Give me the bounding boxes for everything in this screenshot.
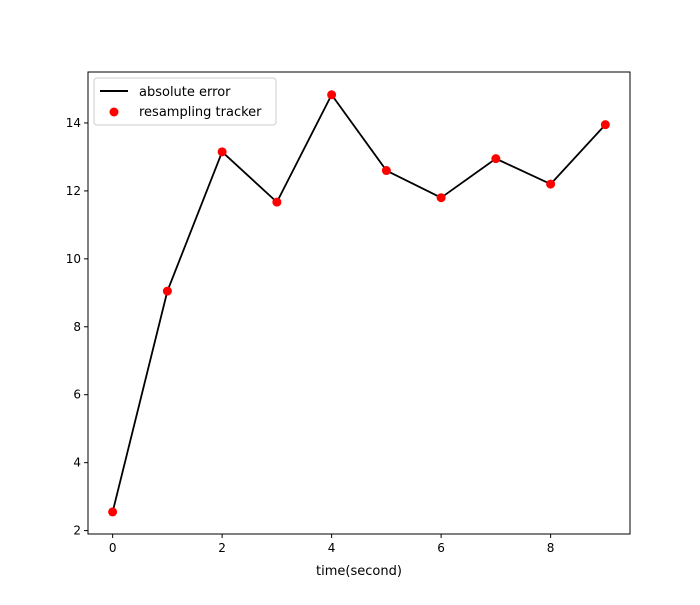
scatter-point: [436, 193, 446, 203]
x-tick-label: 6: [437, 541, 445, 555]
scatter-point: [600, 120, 610, 130]
scatter-point: [272, 197, 282, 207]
plot-area: [108, 90, 610, 517]
legend-label-absolute-error: absolute error: [139, 85, 231, 100]
legend-box: [93, 77, 277, 126]
scatter-point: [381, 166, 391, 176]
scatter-point: [327, 90, 337, 100]
series-line-absolute-error: [111, 93, 607, 513]
y-tick-label: 4: [73, 456, 81, 470]
x-tick-label: 8: [547, 541, 555, 555]
scatter-point: [546, 179, 556, 189]
y-axis: 2 4 6 8 10 12 14: [66, 116, 88, 538]
y-tick-label: 6: [73, 388, 81, 402]
scatter-point: [217, 147, 227, 157]
scatter-point: [162, 286, 172, 296]
x-axis: 0 2 4 6 8: [109, 534, 555, 555]
scatter-point: [108, 507, 118, 517]
y-tick-label: 12: [66, 184, 81, 198]
y-tick-label: 14: [66, 116, 81, 130]
x-tick-label: 0: [109, 541, 117, 555]
scatter-point: [491, 154, 501, 164]
axes-frame: [87, 71, 631, 535]
legend-marker-swatch: [109, 107, 119, 117]
y-tick-label: 8: [73, 320, 81, 334]
y-tick-label: 10: [66, 252, 81, 266]
legend-label-resampling-tracker: resampling tracker: [139, 105, 262, 120]
x-axis-label: time(second): [316, 564, 402, 579]
x-tick-label: 2: [218, 541, 226, 555]
legend: absolute error resampling tracker: [93, 77, 277, 126]
y-tick-label: 2: [73, 524, 81, 538]
x-tick-label: 4: [328, 541, 336, 555]
